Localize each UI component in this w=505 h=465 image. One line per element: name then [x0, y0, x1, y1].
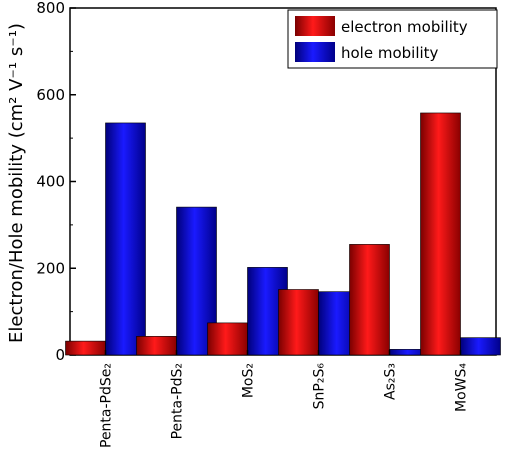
y-tick-label: 0 — [55, 346, 65, 364]
legend-swatch-hole — [295, 42, 335, 62]
y-tick-label: 200 — [36, 259, 65, 277]
bar-electron — [278, 289, 319, 356]
legend-label-electron: electron mobility — [341, 18, 468, 36]
bar-electron — [420, 112, 461, 356]
bar-electron — [349, 244, 390, 356]
bar-hole — [460, 337, 501, 356]
x-tick-label: Penta-PdS₂ — [170, 363, 186, 439]
x-tick-label: Penta-PdSe₂ — [99, 363, 115, 448]
x-tick-label: As₂S₃ — [383, 363, 399, 400]
bar-electron — [65, 340, 106, 356]
x-tick-label: MoWS₄ — [454, 363, 470, 412]
y-tick-label: 600 — [36, 86, 65, 104]
y-tick-label: 800 — [36, 0, 65, 17]
x-tick-label: SnP₂S₆ — [312, 363, 328, 410]
y-tick-label: 400 — [36, 173, 65, 191]
bar-electron — [207, 322, 248, 356]
legend: electron mobility hole mobility — [287, 9, 498, 69]
bar-electron — [136, 336, 177, 356]
plot-area: 0 200 400 600 800 Penta-PdSe₂ Penta-PdS₂ MoS₂ Sn… — [36, 0, 501, 448]
x-tick-label: MoS₂ — [241, 363, 257, 398]
legend-swatch-electron — [295, 16, 335, 36]
legend-label-hole: hole mobility — [341, 44, 439, 62]
y-axis-title: Electron/Hole mobility (cm² V⁻¹ s⁻¹) — [6, 23, 27, 343]
bar-hole — [105, 122, 146, 356]
